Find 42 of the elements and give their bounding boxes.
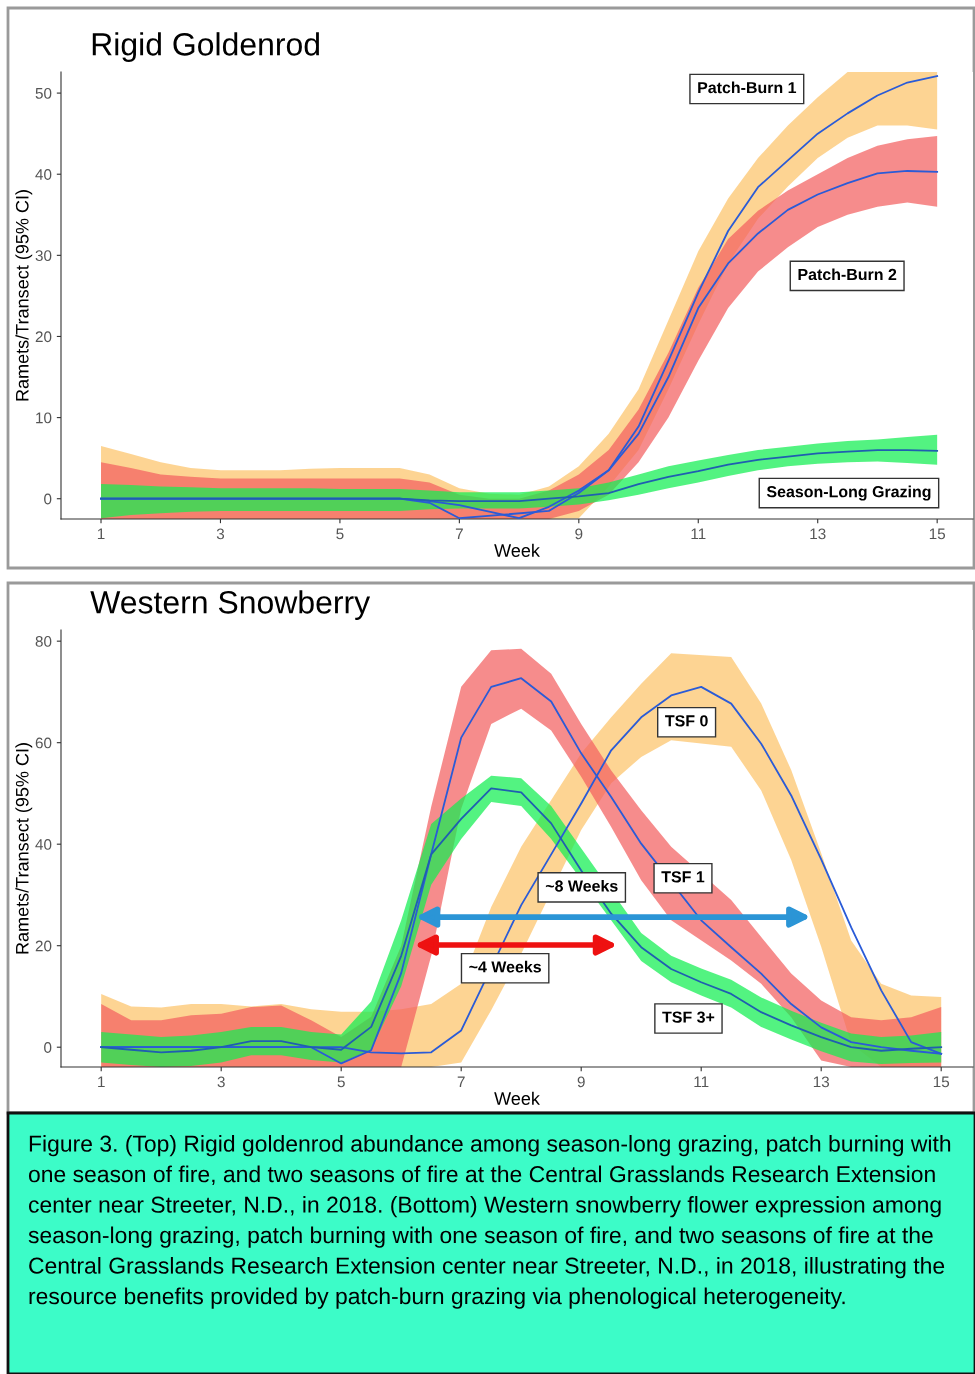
x-axis-title: Week	[494, 1091, 540, 1105]
y-tick-label: 40	[35, 839, 52, 850]
annotation: Patch-Burn 1	[698, 81, 797, 94]
x-tick-label: 1	[97, 528, 105, 540]
y-tick-label: 0	[44, 1042, 52, 1053]
x-tick-label: 1	[98, 1076, 105, 1088]
x-tick-label: 3	[216, 528, 225, 540]
x-tick-label: 9	[577, 1076, 585, 1088]
caption: Figure 3. (Top) Rigid goldenrod abundance among season-long grazing, patch burning with one season of fire, and two seasons of fire at the Central Grasslands Research Extension center near Streeter, N.D., in 2018. (Bottom) Western snowberry flower expression among season-long grazing, patch burning with one season of fire, and two seasons of fire at the Central Grasslands Research Extension center near Streeter, N.D., in 2018, illustrating the resource benefits provided by patch-burn grazing via phenological heterogeneity.	[28, 1135, 951, 1309]
x-tick-label: 5	[336, 528, 344, 540]
annotation: TSF 0	[665, 715, 708, 727]
x-tick-label: 13	[813, 1076, 830, 1088]
x-tick-label: 7	[455, 528, 463, 540]
y-tick-label: 60	[35, 737, 52, 749]
annotation: TSF 1	[661, 871, 705, 883]
y-tick-label: 30	[35, 250, 52, 262]
x-tick-label: 11	[694, 1076, 709, 1088]
chart-title: Rigid Goldenrod	[92, 32, 319, 62]
x-tick-label: 3	[217, 1076, 225, 1088]
annotation: Season-Long Grazing	[766, 485, 931, 501]
x-tick-label: 7	[457, 1076, 465, 1088]
annotation: TSF 3+	[662, 1011, 715, 1023]
y-axis-title: Ramets/Transect (95% CI)	[15, 190, 33, 401]
annotation: Patch-Burn 2	[798, 268, 897, 281]
y-tick-label: 20	[35, 940, 52, 952]
y-tick-label: 40	[35, 169, 52, 180]
x-tick-label: 9	[575, 528, 583, 540]
annotation: ~4 Weeks	[469, 960, 541, 973]
annotation: ~8 Weeks	[545, 879, 618, 892]
y-tick-label: 10	[36, 412, 52, 424]
y-tick-label: 20	[35, 331, 52, 343]
x-tick-label: 13	[810, 528, 826, 540]
chart-title: Western Snowberry	[90, 590, 371, 620]
x-tick-label: 5	[337, 1076, 345, 1088]
x-axis-title: Week	[494, 543, 540, 557]
y-tick-label: 0	[44, 493, 52, 505]
y-tick-label: 80	[35, 636, 52, 647]
y-tick-label: 50	[35, 87, 52, 99]
x-tick-label: 15	[933, 1076, 950, 1088]
x-tick-label: 11	[691, 528, 706, 540]
x-tick-label: 15	[929, 528, 946, 540]
y-axis-title: Ramets/Transect (95% CI)	[15, 743, 33, 954]
